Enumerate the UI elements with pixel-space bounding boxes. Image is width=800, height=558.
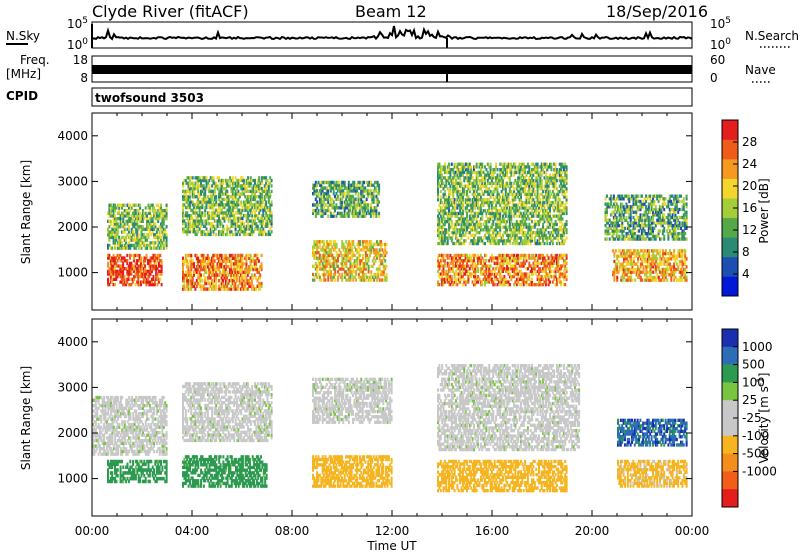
y-tick-label: 1000 <box>57 266 88 280</box>
velocity-echo-region <box>182 455 268 488</box>
power-colorbar-tick-label: 8 <box>742 245 750 259</box>
velocity-colorbar-segment <box>722 454 738 472</box>
power-echo-region <box>107 254 163 286</box>
time-axis: 00:00 04:00 08:00 12:00 16:00 20:00 00:00 <box>75 524 710 538</box>
power-colorbar-segment <box>722 276 738 296</box>
power-colorbar-segment <box>722 179 738 199</box>
power-colorbar-tick-label: 20 <box>742 179 757 193</box>
power-echo-region <box>612 249 688 282</box>
power-colorbar-label: Power [dB] <box>757 178 771 243</box>
noise-tick-left-bottom: 100 <box>67 37 88 52</box>
velocity-echo-region <box>437 460 568 493</box>
velocity-colorbar-tick-label: 1000 <box>742 340 773 354</box>
power-echo-region <box>437 254 568 286</box>
power-colorbar-tick-label: 12 <box>742 223 757 237</box>
power-heatmap <box>107 163 688 291</box>
time-tick-label: 12:00 <box>375 524 410 538</box>
velocity-colorbar-tick-label: 500 <box>742 358 765 372</box>
velocity-echo-region <box>312 378 393 424</box>
freq-trace-band <box>92 65 692 74</box>
time-tick-label: 00:00 <box>675 524 710 538</box>
power-colorbar-tick-label: 4 <box>742 267 750 281</box>
time-tick-label: 00:00 <box>75 524 110 538</box>
noise-trace <box>92 24 692 48</box>
power-colorbar-segment <box>722 237 738 257</box>
noise-tick-left-top: 105 <box>67 16 88 31</box>
velocity-colorbar-segment <box>722 365 738 383</box>
velocity-colorbar-segment <box>722 436 738 454</box>
power-echo-region <box>182 254 263 291</box>
power-echo-region <box>312 181 380 218</box>
velocity-colorbar-label: Velocity [m s-1] <box>756 373 771 464</box>
velocity-ylabel: Slant Range [km] <box>19 366 33 470</box>
power-colorbar-segment <box>722 120 738 140</box>
velocity-echo-region <box>437 364 580 451</box>
power-colorbar: 4 8 12 16 20 24 28 <box>722 120 757 296</box>
y-tick-label: 3000 <box>57 380 88 394</box>
time-tick-label: 20:00 <box>575 524 610 538</box>
velocity-echo-region <box>182 382 273 442</box>
velocity-echo-region <box>92 396 168 456</box>
y-tick-label: 4000 <box>57 335 88 349</box>
velocity-colorbar-segment <box>722 347 738 365</box>
velocity-colorbar-segment <box>722 471 738 489</box>
freq-tick-top: 18 <box>73 53 88 67</box>
y-tick-label: 2000 <box>57 220 88 234</box>
y-tick-label: 1000 <box>57 472 88 486</box>
power-echo-region <box>107 204 168 250</box>
noise-tick-right-bottom: 100 <box>710 37 731 52</box>
velocity-echo-region <box>617 419 688 447</box>
power-colorbar-tick-label: 16 <box>742 201 757 215</box>
nave-tick-bottom: 0 <box>710 71 718 85</box>
nave-tick-top: 60 <box>710 53 725 67</box>
velocity-heatmap <box>92 364 688 492</box>
beam-title: Beam 12 <box>355 2 427 21</box>
power-colorbar-tick-label: 28 <box>742 135 757 149</box>
freq-label: Freq. <box>20 53 50 67</box>
velocity-echo-region <box>617 460 688 488</box>
power-echo-region <box>182 176 273 236</box>
velocity-colorbar-segment <box>722 329 738 347</box>
date-title: 18/Sep/2016 <box>606 2 708 21</box>
velocity-colorbar-segment <box>722 382 738 400</box>
nsky-label: N.Sky <box>6 29 40 43</box>
time-tick-label: 16:00 <box>475 524 510 538</box>
nsearch-label: N.Search <box>745 29 799 43</box>
power-ylabel: Slant Range [km] <box>19 160 33 264</box>
time-tick-label: 04:00 <box>175 524 210 538</box>
power-echo-region <box>312 240 388 282</box>
noise-tick-right-top: 105 <box>710 16 731 31</box>
y-tick-label: 2000 <box>57 426 88 440</box>
cpid-value: twofsound 3503 <box>95 91 204 105</box>
station-title: Clyde River (fitACF) <box>92 2 249 21</box>
power-colorbar-tick-label: 24 <box>742 157 757 171</box>
power-colorbar-segment <box>722 140 738 160</box>
y-tick-label: 3000 <box>57 174 88 188</box>
power-colorbar-segment <box>722 218 738 238</box>
cpid-label: CPID <box>6 89 38 103</box>
velocity-colorbar-segment <box>722 418 738 436</box>
velocity-colorbar-segment <box>722 400 738 418</box>
power-colorbar-segment <box>722 159 738 179</box>
power-echo-region <box>437 163 568 246</box>
time-axis-title: Time UT <box>366 539 417 553</box>
velocity-echo-region <box>312 455 393 488</box>
freq-tick-bottom: 8 <box>80 71 88 85</box>
power-echo-region <box>605 195 688 241</box>
velocity-colorbar-segment <box>722 489 738 507</box>
velocity-colorbar-tick-label: 25 <box>742 393 757 407</box>
velocity-colorbar-tick-label: -1000 <box>742 464 777 478</box>
velocity-echo-region <box>107 460 168 483</box>
freq-units-label: [MHz] <box>6 67 41 81</box>
time-tick-label: 08:00 <box>275 524 310 538</box>
y-tick-label: 4000 <box>57 129 88 143</box>
nave-label: Nave <box>745 63 776 77</box>
nsky-trace <box>92 26 692 39</box>
